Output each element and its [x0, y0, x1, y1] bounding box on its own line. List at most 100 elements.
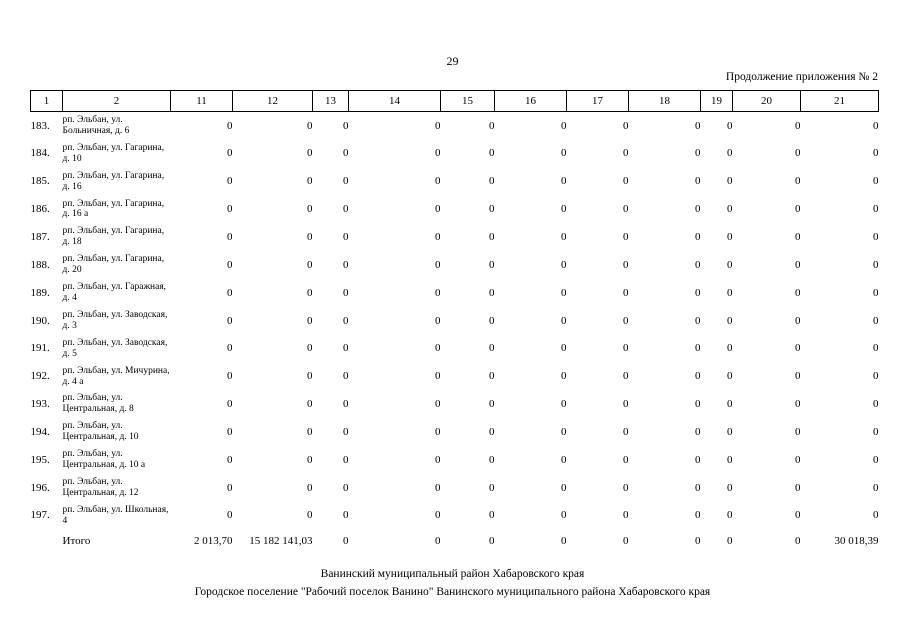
address-cell: рп. Эльбан, ул. Школьная, 4 — [62, 504, 169, 526]
column-header: 2 — [62, 90, 171, 112]
value-cell: 0 — [227, 147, 233, 160]
value-cell: 0 — [561, 286, 567, 299]
value-cell: 0 — [489, 481, 495, 494]
value-cell: 0 — [795, 314, 801, 327]
value-cell: 0 — [489, 509, 495, 522]
table-row: 190. рп. Эльбан, ул. Заводская, д. 3 0 0 0 0 0… — [31, 307, 879, 335]
table-row: 192. рп. Эльбан, ул. Мичурина, д. 4 а 0 0 0 0… — [31, 363, 879, 391]
value-cell: 0 — [489, 453, 495, 466]
value-cell: 0 — [873, 509, 879, 522]
value-cell: 0 — [343, 425, 349, 438]
value-cell: 0 — [489, 342, 495, 355]
address-cell: рп. Эльбан, ул. Гагарина, д. 18 — [62, 226, 165, 248]
value-cell: 0 — [489, 258, 495, 271]
column-header: 12 — [232, 90, 313, 112]
column-header: 16 — [494, 90, 567, 112]
value-cell: 0 — [489, 425, 495, 438]
value-cell: 0 — [227, 453, 233, 466]
value-cell: 0 — [623, 286, 629, 299]
column-header: 1 — [30, 90, 63, 112]
value-cell: 0 — [489, 175, 495, 188]
value-cell: 0 — [695, 370, 701, 383]
address-cell: рп. Эльбан, ул. Гаражная, д. 4 — [62, 282, 167, 303]
value-cell: 0 — [873, 370, 879, 383]
value-cell: 0 — [227, 314, 233, 327]
row-number: 186. — [30, 203, 50, 216]
row-number: 190. — [30, 314, 50, 327]
value-cell: 0 — [873, 342, 879, 355]
value-cell: 0 — [561, 342, 567, 355]
value-cell: 0 — [307, 203, 313, 216]
value-cell: 0 — [795, 258, 801, 271]
value-cell: 0 — [343, 286, 349, 299]
value-cell: 0 — [227, 509, 233, 522]
address-cell: рп. Эльбан, ул. Центральная, д. 8 — [62, 393, 134, 415]
value-cell: 0 — [435, 398, 441, 411]
value-cell: 0 — [561, 230, 567, 243]
table-row: 185. рп. Эльбан, ул. Гагарина, д. 16 0 0 0 0 0… — [31, 168, 879, 196]
value-cell: 0 — [489, 286, 495, 299]
column-header: 20 — [732, 90, 801, 112]
row-number: 191. — [30, 342, 50, 355]
value-cell: 0 — [623, 119, 629, 132]
value-cell: 0 — [727, 398, 733, 411]
row-number: 195. — [30, 453, 50, 466]
value-cell: 0 — [695, 258, 701, 271]
value-cell: 0 — [307, 342, 313, 355]
value-cell: 0 — [695, 342, 701, 355]
value-cell: 0 — [435, 203, 441, 216]
value-cell: 0 — [695, 203, 701, 216]
address-cell: рп. Эльбан, ул. Гагарина, д. 16 — [62, 170, 165, 192]
value-cell: 0 — [561, 203, 567, 216]
value-cell: 0 — [695, 453, 701, 466]
address-cell: рп. Эльбан, ул. Гагарина, д. 20 — [62, 254, 165, 276]
value-cell: 0 — [307, 481, 313, 494]
value-cell: 0 — [727, 286, 733, 299]
total-value-cell: 2 013,70 — [194, 534, 233, 547]
value-cell: 0 — [623, 230, 629, 243]
table-row: 183. рп. Эльбан, ул. Больничная, д. 6 0 0 0 0… — [31, 112, 879, 140]
value-cell: 0 — [343, 509, 349, 522]
table-row: 188. рп. Эльбан, ул. Гагарина, д. 20 0 0 0 0 0… — [31, 251, 879, 279]
appendix-table: 1 2 11 12 13 14 15 16 17 18 19 20 21 183. рп. Эльбан,… — [30, 90, 879, 551]
value-cell: 0 — [227, 286, 233, 299]
value-cell: 0 — [561, 481, 567, 494]
table-row: 195. рп. Эльбан, ул. Центральная, д. 10 а… — [31, 446, 879, 474]
column-header: 13 — [312, 90, 349, 112]
value-cell: 0 — [435, 453, 441, 466]
value-cell: 0 — [795, 203, 801, 216]
table-body: 183. рп. Эльбан, ул. Больничная, д. 6 0 0 0 0… — [31, 112, 879, 530]
value-cell: 0 — [435, 119, 441, 132]
value-cell: 0 — [727, 509, 733, 522]
value-cell: 0 — [561, 258, 567, 271]
value-cell: 0 — [623, 342, 629, 355]
value-cell: 0 — [727, 203, 733, 216]
value-cell: 0 — [623, 147, 629, 160]
table-row: 186. рп. Эльбан, ул. Гагарина, д. 16 а 0 0 0… — [31, 196, 879, 224]
row-number: 192. — [30, 370, 50, 383]
value-cell: 0 — [727, 425, 733, 438]
value-cell: 0 — [873, 425, 879, 438]
address-cell: рп. Эльбан, ул. Мичурина, д. 4 а — [62, 365, 170, 387]
column-header: 15 — [440, 90, 495, 112]
value-cell: 0 — [623, 370, 629, 383]
row-number: 193. — [30, 398, 50, 411]
value-cell: 0 — [489, 370, 495, 383]
value-cell: 0 — [227, 398, 233, 411]
total-value-cell: 0 — [695, 534, 701, 547]
value-cell: 0 — [623, 203, 629, 216]
value-cell: 0 — [695, 286, 701, 299]
value-cell: 0 — [227, 230, 233, 243]
total-value-cell: 0 — [623, 534, 629, 547]
value-cell: 0 — [489, 203, 495, 216]
value-cell: 0 — [561, 119, 567, 132]
table-row: 193. рп. Эльбан, ул. Центральная, д. 8 0 0 0… — [31, 390, 879, 418]
column-header: 14 — [348, 90, 441, 112]
value-cell: 0 — [435, 425, 441, 438]
value-cell: 0 — [623, 509, 629, 522]
value-cell: 0 — [695, 481, 701, 494]
value-cell: 0 — [343, 230, 349, 243]
value-cell: 0 — [795, 119, 801, 132]
value-cell: 0 — [623, 314, 629, 327]
